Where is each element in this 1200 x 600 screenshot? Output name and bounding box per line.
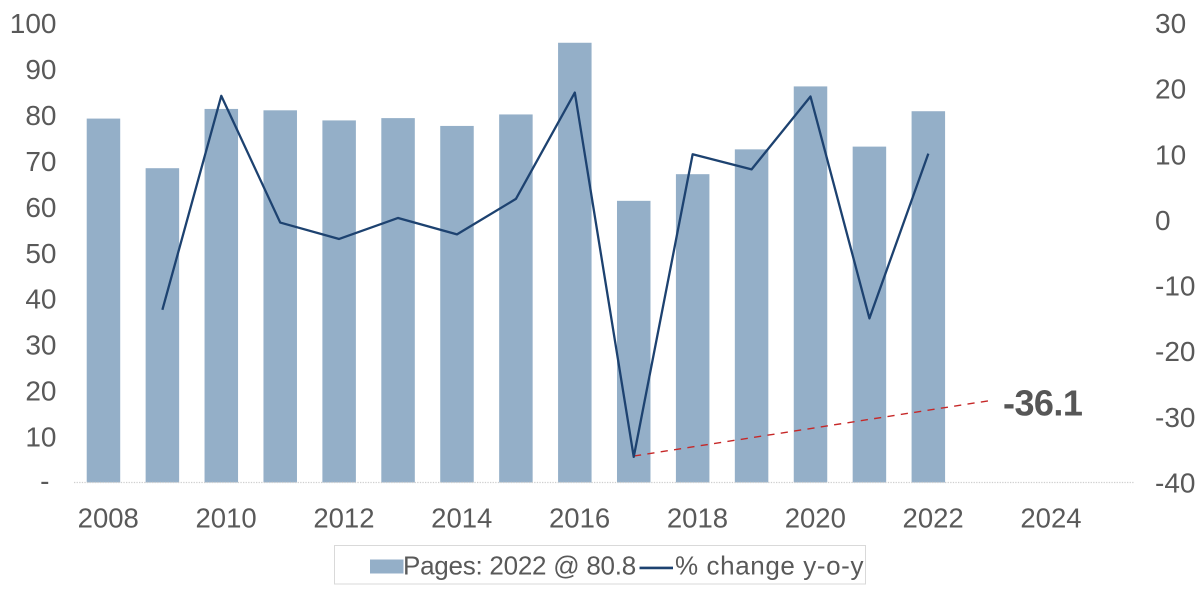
svg-text:2010: 2010 xyxy=(196,503,257,534)
svg-text:40: 40 xyxy=(25,284,56,315)
svg-text:50: 50 xyxy=(25,238,56,269)
svg-text:-40: -40 xyxy=(1155,468,1195,499)
svg-text:2014: 2014 xyxy=(431,503,492,534)
svg-text:10: 10 xyxy=(1155,139,1186,170)
svg-text:90: 90 xyxy=(25,54,56,85)
svg-text:80: 80 xyxy=(25,100,56,131)
svg-text:2020: 2020 xyxy=(785,503,846,534)
svg-text:20: 20 xyxy=(1155,74,1186,105)
svg-text:30: 30 xyxy=(1155,8,1186,39)
svg-text:-10: -10 xyxy=(1155,271,1195,302)
svg-text:10: 10 xyxy=(25,422,56,453)
svg-text:2016: 2016 xyxy=(549,503,610,534)
svg-text:2022: 2022 xyxy=(903,503,964,534)
svg-text:-: - xyxy=(40,466,49,497)
svg-text:20: 20 xyxy=(25,376,56,407)
svg-text:30: 30 xyxy=(25,330,56,361)
svg-text:2012: 2012 xyxy=(313,503,374,534)
svg-text:-36.1: -36.1 xyxy=(1003,383,1083,424)
svg-text:0: 0 xyxy=(1155,205,1171,236)
svg-text:2024: 2024 xyxy=(1020,503,1081,534)
svg-text:-20: -20 xyxy=(1155,336,1195,367)
svg-text:70: 70 xyxy=(25,146,56,177)
svg-text:Pages: 2022 @ 80.8: Pages: 2022 @ 80.8 xyxy=(403,551,636,581)
svg-text:% change y-o-y: % change y-o-y xyxy=(675,551,864,581)
svg-text:-30: -30 xyxy=(1155,402,1195,433)
svg-text:60: 60 xyxy=(25,192,56,223)
svg-text:100: 100 xyxy=(10,8,57,39)
svg-text:2018: 2018 xyxy=(667,503,728,534)
svg-text:2008: 2008 xyxy=(78,503,139,534)
